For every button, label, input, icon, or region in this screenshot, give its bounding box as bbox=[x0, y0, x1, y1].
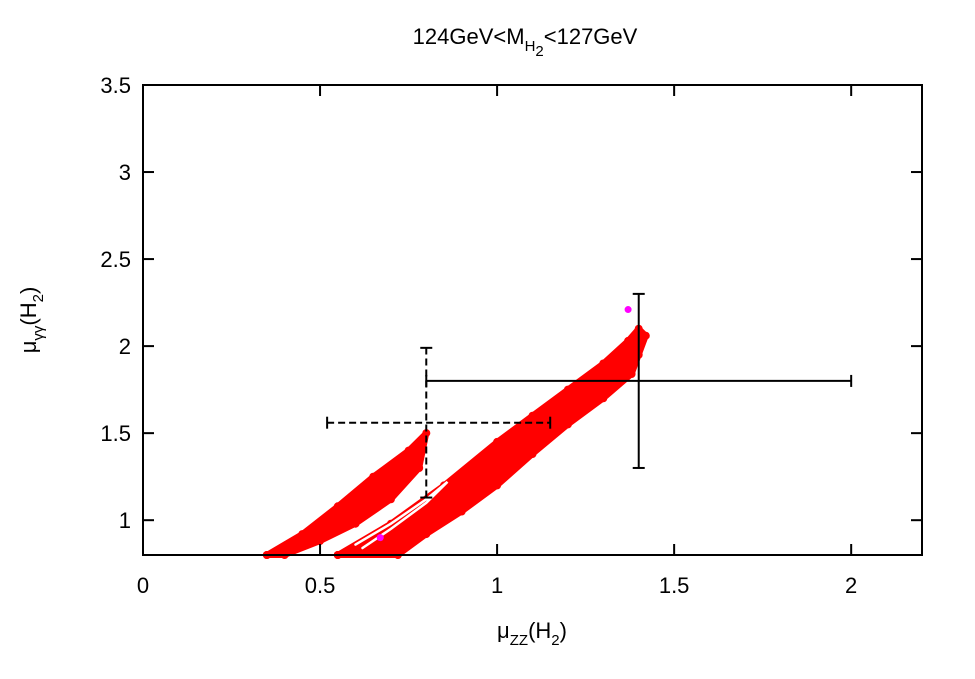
x-tick-labels: 0 0.5 1 1.5 2 bbox=[137, 573, 857, 598]
scan-point bbox=[422, 429, 431, 438]
x-axis-label: μZZ(H2) bbox=[497, 618, 567, 649]
y-tick-label: 1.5 bbox=[100, 421, 131, 446]
y-tick-label: 3 bbox=[119, 160, 131, 185]
scan-point bbox=[493, 481, 502, 490]
chart-title: 124GeV<MH2<127GeV bbox=[413, 24, 638, 60]
y-tick-label: 1 bbox=[119, 508, 131, 533]
highlight-point bbox=[624, 306, 632, 314]
scan-band-1 bbox=[263, 430, 430, 558]
scan-point bbox=[563, 385, 572, 394]
tick-marks-layer bbox=[142, 84, 922, 555]
scan-point bbox=[599, 394, 608, 403]
scan-point bbox=[404, 446, 413, 455]
y-tick-label: 2.5 bbox=[100, 247, 131, 272]
scan-point bbox=[457, 507, 466, 516]
band-gap bbox=[354, 480, 449, 550]
scan-point bbox=[369, 472, 378, 481]
x-tick-label: 1 bbox=[491, 573, 503, 598]
scan-point bbox=[624, 336, 633, 345]
x-tick-label: 0.5 bbox=[305, 573, 336, 598]
scan-point bbox=[316, 537, 324, 546]
scan-point bbox=[415, 464, 424, 472]
chart-title-subsub: 2 bbox=[535, 43, 543, 60]
scan-points-layer bbox=[262, 324, 650, 559]
scan-point bbox=[641, 331, 650, 340]
scan-point bbox=[528, 411, 537, 420]
chart-title-tail: <127GeV bbox=[544, 24, 638, 49]
scan-point bbox=[351, 519, 360, 528]
scan-point bbox=[493, 437, 502, 446]
error-bars-layer bbox=[326, 292, 853, 499]
scan-point bbox=[563, 420, 572, 429]
x-tick-label: 0 bbox=[137, 573, 149, 598]
x-tick-label: 1.5 bbox=[659, 573, 690, 598]
scan-point bbox=[528, 450, 537, 458]
scan-point bbox=[627, 370, 636, 378]
x-tick-label: 2 bbox=[845, 573, 857, 598]
highlight-point bbox=[376, 534, 384, 542]
scan-point bbox=[386, 495, 395, 504]
y-tick-label: 3.5 bbox=[100, 73, 131, 98]
scan-band-2 bbox=[334, 325, 649, 558]
chart-title-sub: H bbox=[525, 38, 536, 55]
y-tick-label: 2 bbox=[119, 334, 131, 359]
highlight-points-layer bbox=[376, 306, 632, 542]
error-bar-solid bbox=[425, 292, 853, 469]
scan-point bbox=[333, 502, 342, 511]
scan-point bbox=[422, 530, 431, 539]
y-axis-label: μγγ(H2) bbox=[16, 287, 47, 354]
y-tick-labels: 1 1.5 2 2.5 3 3.5 bbox=[100, 73, 131, 533]
scan-point bbox=[298, 530, 307, 539]
error-bar-dashed bbox=[326, 346, 552, 499]
plot-frame bbox=[142, 84, 923, 556]
scan-point bbox=[599, 359, 608, 368]
